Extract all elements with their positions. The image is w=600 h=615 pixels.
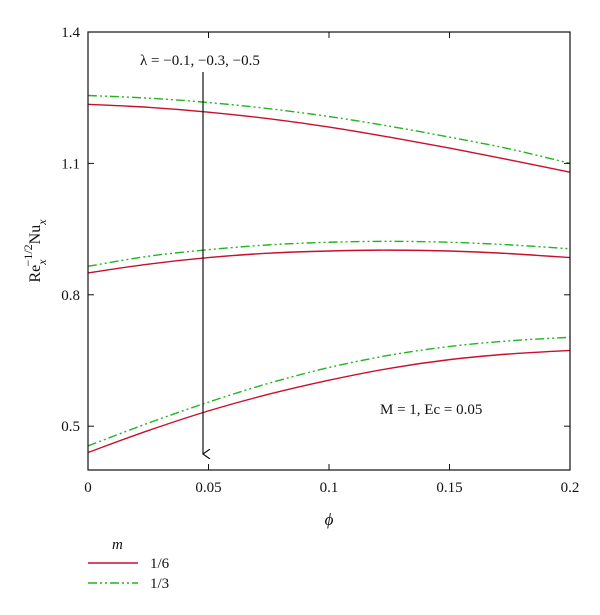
y-axis-label: Rex−1/2Nux bbox=[21, 219, 49, 283]
y-tick-label: 0.5 bbox=[61, 419, 80, 435]
y-label-sub-x2: x bbox=[35, 219, 49, 226]
lambda-annotation: λ = −0.1, −0.3, −0.5 bbox=[140, 53, 260, 69]
y-axis-ticks: 0.5 0.8 1.1 1.4 bbox=[61, 25, 570, 435]
series-line-m1-6-lambdaneg01 bbox=[87, 103, 571, 173]
legend: m 1/61/3 bbox=[88, 537, 170, 592]
series-line-m1-3-lambdaneg05 bbox=[87, 336, 571, 447]
legend-label: 1/6 bbox=[150, 556, 170, 572]
legend-label: 1/3 bbox=[150, 576, 169, 592]
y-tick-label: 1.4 bbox=[61, 25, 80, 41]
x-tick-label: 0.2 bbox=[561, 480, 580, 496]
y-label-nu: Nu bbox=[27, 225, 44, 245]
y-tick-label: 0.8 bbox=[61, 288, 80, 304]
x-axis-label: ϕ bbox=[325, 510, 334, 529]
x-tick-label: 0.05 bbox=[195, 480, 221, 496]
y-tick-label: 1.1 bbox=[61, 156, 80, 172]
series-line-m1-6-lambdaneg03 bbox=[87, 249, 571, 274]
legend-title: m bbox=[112, 537, 123, 553]
x-tick-label: 0.1 bbox=[320, 480, 339, 496]
y-label-sub-x1: x bbox=[35, 259, 49, 266]
y-label-sup: −1/2 bbox=[21, 244, 35, 266]
series-line-m1-3-lambdaneg01 bbox=[87, 94, 571, 165]
x-axis-ticks: 0 0.05 0.1 0.15 0.2 bbox=[84, 32, 579, 496]
curves-layer bbox=[87, 94, 571, 454]
params-annotation: M = 1, Ec = 0.05 bbox=[380, 402, 482, 418]
y-label-re: Re bbox=[27, 265, 44, 283]
series-line-m1-6-lambdaneg05 bbox=[87, 349, 571, 454]
series-line-m1-3-lambdaneg03 bbox=[87, 240, 571, 268]
x-tick-label: 0.15 bbox=[436, 480, 462, 496]
legend-entries: 1/61/3 bbox=[88, 556, 170, 592]
x-tick-label: 0 bbox=[84, 480, 92, 496]
